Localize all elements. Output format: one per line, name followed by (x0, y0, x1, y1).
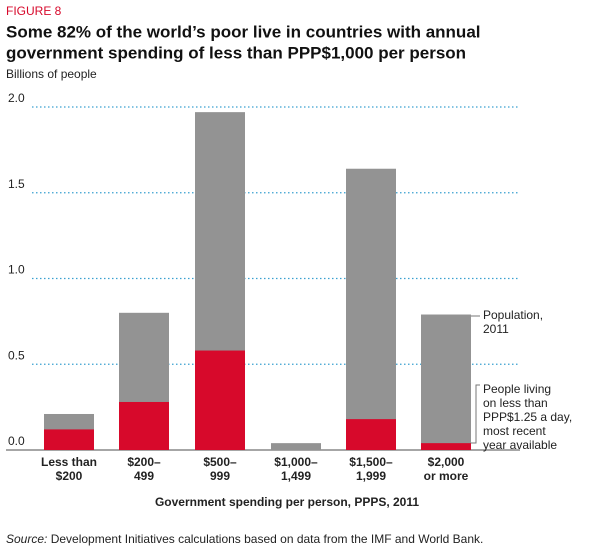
x-tick-label: $2,000 (428, 455, 465, 469)
x-tick-label: 999 (210, 469, 230, 483)
source: Source: Development Initiatives calculat… (6, 532, 483, 546)
bar (271, 443, 321, 450)
figure-label: FIGURE 8 (6, 4, 62, 18)
series-label: Population, (483, 308, 543, 322)
x-tick-label: or more (424, 469, 469, 483)
x-tick-label: 1,999 (356, 469, 386, 483)
series-label: on less than (483, 396, 548, 410)
y-tick-label: 0.5 (8, 348, 25, 362)
bar (44, 429, 94, 450)
x-tick-label: Less than (41, 455, 97, 469)
bar (119, 401, 169, 450)
x-tick-label: $200 (56, 469, 83, 483)
chart-title: Some 82% of the world’s poor live in cou… (6, 22, 481, 41)
series-label: year available (483, 438, 557, 452)
y-tick-label: 1.5 (8, 177, 25, 191)
leader-line (471, 384, 480, 444)
bar (346, 419, 396, 450)
series-label: PPP$1.25 a day, (483, 410, 572, 424)
y-tick-label: 2.0 (8, 91, 25, 105)
x-axis-label: Government spending per person, PPPS, 20… (155, 495, 419, 509)
x-tick-label: 499 (134, 469, 154, 483)
y-axis-label: Billions of people (6, 67, 97, 81)
series-label: 2011 (483, 322, 509, 336)
x-tick-label: $500– (203, 455, 237, 469)
bar (195, 350, 245, 450)
series-label: most recent (483, 424, 546, 438)
source-label: Source: (6, 532, 47, 546)
series-label: People living (483, 382, 551, 396)
x-tick-label: 1,499 (281, 469, 311, 483)
source-text: Development Initiatives calculations bas… (47, 532, 483, 546)
bar (421, 443, 471, 450)
x-tick-label: $1,000– (274, 455, 318, 469)
x-tick-label: $200– (127, 455, 161, 469)
y-tick-label: 0.0 (8, 434, 25, 448)
y-tick-label: 1.0 (8, 263, 25, 277)
x-tick-label: $1,500– (349, 455, 393, 469)
bar (421, 314, 471, 450)
chart-title: government spending of less than PPP$1,0… (6, 43, 466, 62)
bar (346, 168, 396, 451)
